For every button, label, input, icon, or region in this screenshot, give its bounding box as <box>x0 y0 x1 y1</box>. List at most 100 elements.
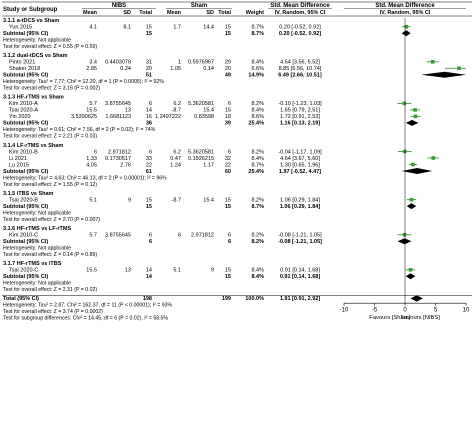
study-mean-sham: -8.7 <box>172 197 181 203</box>
study-total-nibs: 33 <box>146 156 152 162</box>
subgroup-title: 3.1.5 iTBS vs Sham <box>3 191 54 197</box>
study-ci: 1.72 [0.91, 2.53] <box>280 114 320 120</box>
study-mean-sham: 1 <box>178 60 181 66</box>
subtotal-diamond <box>397 238 412 245</box>
study-mean-nibs: 4.1 <box>89 25 97 31</box>
total-weight: 100.0% <box>245 296 264 302</box>
header-total-sham: Total <box>218 10 231 16</box>
study-mean-sham: 6.2 <box>173 101 181 107</box>
total-note: Test for overall effect: Z = 3.74 (P = 0… <box>3 309 103 315</box>
subgroup-note: Test for overall effect: Z = 1.55 (P = 0… <box>3 182 97 188</box>
study-name: Yun 2015 <box>9 25 32 31</box>
x-tick-label: -10 <box>340 308 349 314</box>
total-note: Heterogeneity: Tau² = 2.87; Chi² = 162.3… <box>3 303 173 309</box>
header-nibs: NIBS <box>112 3 126 9</box>
total-n-sham: 199 <box>222 296 231 302</box>
study-ci: 4.64 [3.67, 5.60] <box>280 156 320 162</box>
subgroup-title: 3.1.6 HF-rTMS vs LF-rTMS <box>3 226 71 232</box>
study-weight: 8.6% <box>251 114 264 120</box>
subtotal-weight: 8.2% <box>251 239 264 245</box>
study-mean-nibs: 3.4 <box>89 60 97 66</box>
total-diamond <box>410 295 423 302</box>
x-tick-label: 0 <box>403 308 407 314</box>
study-mean-nibs: 2.85 <box>86 66 97 72</box>
subtotal-total-nibs: 61 <box>146 169 152 175</box>
study-sd-nibs: 0.24 <box>120 66 131 72</box>
subgroup-title: 3.1.1 a-tDCS vs Sham <box>3 18 59 24</box>
study-point-marker <box>409 197 414 202</box>
study-sd-sham: 0.5976967 <box>188 60 214 66</box>
study-total-sham: 15 <box>225 108 231 114</box>
study-total-sham: 22 <box>225 162 231 168</box>
x-tick-label: 5 <box>434 308 438 314</box>
header-mean-nibs: Mean <box>83 10 98 16</box>
study-ci: 0.91 [0.14, 1.68] <box>280 268 320 274</box>
total-label: Total (95% CI) <box>3 296 39 302</box>
study-ci: 1.06 [0.29, 1.84] <box>280 197 320 203</box>
study-sd-nibs: 13 <box>125 268 131 274</box>
subtotal-ci: -0.08 [-1.21, 1.05] <box>278 239 322 245</box>
header-ci: IV, Random, 95% CI <box>275 10 326 16</box>
study-sd-nibs: 9 <box>128 197 131 203</box>
subgroup-note: Heterogeneity: Not applicable <box>3 38 71 44</box>
study-sd-sham: 9 <box>211 268 214 274</box>
subtotal-label: Subtotal (95% CI) <box>3 239 48 245</box>
study-sd-nibs: 0.1730517 <box>105 156 131 162</box>
study-name: Kim 2010-C <box>9 233 38 239</box>
x-tick-label: -5 <box>372 308 378 314</box>
subtotal-weight: 25.4% <box>248 169 264 175</box>
study-point-marker <box>430 60 435 64</box>
study-weight: 8.4% <box>251 108 264 114</box>
study-name: Kim 2010-A <box>9 101 38 107</box>
subtotal-ci: 1.16 [0.13, 2.19] <box>280 121 321 127</box>
subtotal-diamond <box>405 119 419 126</box>
study-sd-nibs: 2.76 <box>120 162 131 168</box>
study-point-marker <box>457 66 461 71</box>
subtotal-ci: 0.91 [0.14, 1.68] <box>280 274 321 280</box>
subtotal-diamond <box>401 168 433 174</box>
header-sd-sham: SD <box>206 10 214 16</box>
subtotal-weight: 8.7% <box>251 204 264 210</box>
forest-axis: -10 -5 0 5 10 Favours [Sham]Favours [NIBS] <box>340 18 470 321</box>
study-point-marker <box>402 101 407 106</box>
study-total-sham: 20 <box>225 66 231 72</box>
study-sd-nibs: 13 <box>125 108 131 114</box>
study-mean-sham: 6 <box>178 233 181 239</box>
study-ci: -0.04 [-1.17, 1.09] <box>278 149 322 155</box>
subgroup-title: 3.1.7 HF-rTMS vs iTBS <box>3 261 62 267</box>
study-sd-sham: 0.14 <box>203 66 214 72</box>
study-ci: 8.85 [6.56, 10.74] <box>279 66 322 72</box>
study-mean-nibs: 3.5390625 <box>71 114 97 120</box>
subgroup-note: Heterogeneity: Tau² = 4.63; Chi² = 46.13… <box>3 175 167 181</box>
subtotal-total-sham: 6 <box>228 239 231 245</box>
study-weight: 8.2% <box>251 233 264 239</box>
subgroup-title: 3.1.4 LF-rTMS vs Sham <box>3 143 63 149</box>
study-name: Tsai 2020-A <box>9 108 38 114</box>
study-weight: 8.7% <box>251 162 264 168</box>
study-total-nibs: 6 <box>149 149 152 155</box>
study-sd-nibs: 1.6681123 <box>105 114 131 120</box>
study-total-sham: 32 <box>225 156 231 162</box>
x-tick-label: 10 <box>463 308 470 314</box>
subtotal-label: Subtotal (95% CI) <box>3 121 48 127</box>
subtotal-total-nibs: 15 <box>146 31 152 37</box>
total-note: Test for subgroup differences: Chi² = 14… <box>3 316 168 322</box>
study-sd-sham: 0.1926215 <box>188 156 214 162</box>
favours-nibs-label: Favours [NIBS] <box>401 315 441 321</box>
study-total-sham: 18 <box>225 114 231 120</box>
subgroup-title: 3.1.3 HF-rTMS vs Sham <box>3 95 64 101</box>
study-total-nibs: 16 <box>146 114 152 120</box>
study-mean-nibs: 5.7 <box>89 101 97 107</box>
study-weight: 8.2% <box>251 149 264 155</box>
study-total-nibs: 22 <box>146 162 152 168</box>
subtotal-ci: 1.97 [-0.52, 4.47] <box>279 169 321 175</box>
subgroup-note: Heterogeneity: Tau² = 7.77; Chi² = 12.20… <box>3 79 164 85</box>
header-weight: Weight <box>246 10 264 16</box>
subtotal-label: Subtotal (95% CI) <box>3 31 48 37</box>
study-mean-nibs: 4.05 <box>86 162 97 168</box>
study-point-marker <box>408 268 413 272</box>
subtotal-total-sham: 15 <box>225 274 231 280</box>
header-total-nibs: Total <box>139 10 152 16</box>
study-name: Tsai 2020-B <box>9 197 38 203</box>
study-name: Kim 2010-B <box>9 149 38 155</box>
